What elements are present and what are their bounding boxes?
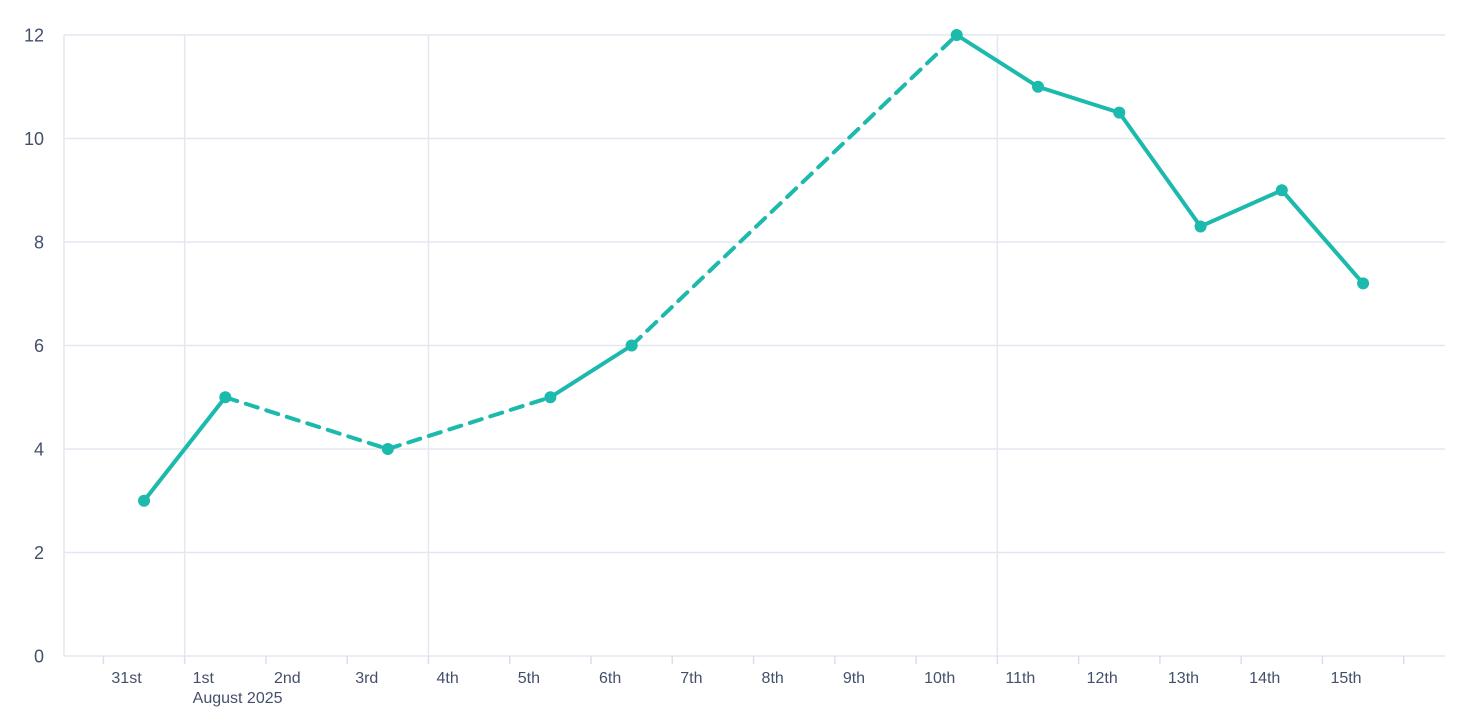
data-point-6th[interactable] [625,339,638,352]
data-point-15th[interactable] [1357,277,1370,290]
series-segment-dashed [385,395,553,451]
data-point-31st[interactable] [138,494,151,507]
series-markers [138,29,1370,507]
x-axis-label-5th: 5th [518,670,540,687]
data-point-12th[interactable] [1113,106,1126,119]
y-axis-label-8: 8 [34,233,44,253]
y-axis-label-10: 10 [24,129,44,149]
x-axis-label-7th: 7th [680,670,702,687]
x-axis-label-4th: 4th [436,670,458,687]
y-axis-label-2: 2 [34,543,44,563]
x-axis-label-10th: 10th [924,670,955,687]
x-axis-ticks [102,656,1405,664]
horizontal-gridlines [64,34,1445,657]
vertical-gridlines [63,35,999,656]
x-axis-label-6th: 6th [599,670,621,687]
data-point-14th[interactable] [1275,184,1288,197]
month-year-label: August 2025 [193,690,283,707]
data-point-11th[interactable] [1032,80,1045,93]
x-axis-label-13th: 13th [1168,670,1199,687]
series-segment-solid [548,343,634,400]
x-axis-label-9th: 9th [843,670,865,687]
series-segment-dashed [629,33,959,348]
x-axis-label-8th: 8th [762,670,784,687]
data-point-10th[interactable] [950,29,963,41]
y-axis-label-4: 4 [34,440,44,460]
x-axis-label-15th: 15th [1330,670,1361,687]
y-axis-label-6: 6 [34,336,44,356]
series-segment-solid [954,33,1041,89]
x-axis-label-31st: 31st [111,670,142,687]
y-axis-labels: 0 2 4 6 8 10 12 [24,26,44,667]
series-segment-solid [1036,84,1122,115]
y-axis-label-12: 12 [24,26,44,46]
data-point-1st[interactable] [219,391,232,404]
data-point-5th[interactable] [544,391,557,404]
x-axis-label-12th: 12th [1087,670,1118,687]
data-point-3rd[interactable] [381,443,394,455]
x-axis-label-2nd: 2nd [274,670,301,687]
x-axis-label-11th: 11th [1005,670,1035,687]
series-segment-solid [1279,188,1366,286]
series-segment-solid [1198,188,1284,229]
series-segment-solid [142,395,228,503]
y-axis-label-0: 0 [34,647,44,667]
x-axis-labels: 31st 1st 2nd 3rd 4th 5th 6th 7th 8th 9th 10th 11th 1… [111,670,1361,707]
series-segment-dashed [223,395,390,451]
x-axis-label-14th: 14th [1249,670,1280,687]
series-segment-solid [1117,110,1203,229]
x-axis-label-3rd: 3rd [355,670,378,687]
series-line [142,33,1366,503]
x-axis-label-1st: 1st [193,670,215,687]
data-point-13th[interactable] [1194,220,1207,233]
